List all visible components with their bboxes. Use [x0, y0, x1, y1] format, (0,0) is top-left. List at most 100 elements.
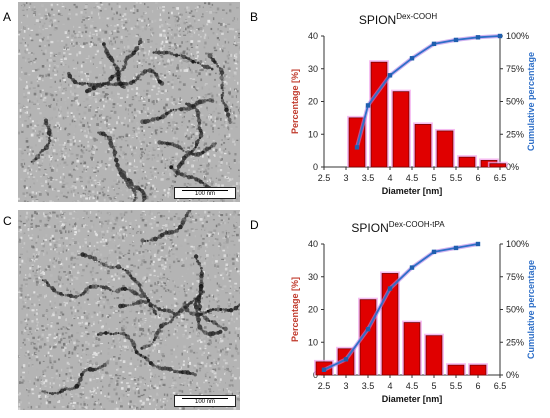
tem-grain	[54, 244, 57, 247]
tem-grain	[103, 193, 106, 195]
tem-grain	[123, 255, 125, 257]
tem-grain	[210, 177, 212, 179]
tem-grain	[167, 23, 169, 25]
tem-grain	[44, 250, 46, 252]
tem-grain	[238, 395, 240, 396]
tem-grain	[38, 13, 40, 15]
tem-grain	[50, 167, 51, 168]
tem-grain	[164, 189, 166, 192]
tem-grain	[233, 111, 234, 114]
tem-grain	[117, 93, 120, 95]
tem-grain	[201, 354, 203, 356]
tem-grain	[111, 292, 112, 295]
tem-grain	[45, 93, 48, 96]
tem-grain	[60, 192, 63, 195]
tem-grain	[142, 219, 145, 221]
tem-grain	[27, 298, 28, 301]
tem-grain	[28, 28, 30, 30]
tem-grain	[44, 169, 46, 170]
tem-grain	[204, 390, 206, 393]
tem-grain	[74, 37, 77, 39]
tem-grain	[133, 333, 136, 334]
tem-grain	[103, 67, 105, 70]
nanoparticle	[139, 38, 142, 41]
tem-grain	[117, 232, 120, 234]
tem-grain	[143, 130, 145, 132]
tem-grain	[157, 363, 160, 364]
tem-grain	[86, 177, 87, 179]
tem-grain	[145, 177, 146, 180]
tem-grain	[160, 201, 162, 202]
tem-grain	[42, 80, 43, 82]
tem-grain	[225, 121, 227, 123]
tem-grain	[171, 366, 173, 367]
tem-grain	[204, 97, 205, 98]
tem-grain	[180, 114, 182, 116]
tem-grain	[223, 47, 226, 49]
tem-grain	[165, 262, 166, 264]
tem-grain	[184, 183, 187, 186]
tem-grain	[44, 99, 46, 101]
tem-grain	[215, 339, 217, 342]
panel-letter-c: C	[3, 214, 12, 228]
tem-grain	[133, 8, 134, 11]
tem-grain	[217, 170, 219, 173]
tem-grain	[84, 73, 85, 74]
tem-grain	[154, 385, 156, 387]
tem-grain	[59, 285, 61, 288]
tem-grain	[21, 9, 22, 11]
tem-grain	[106, 25, 108, 26]
tem-grain	[141, 97, 143, 99]
tem-grain	[100, 175, 103, 177]
tem-grain	[222, 250, 225, 252]
tem-grain	[239, 51, 240, 54]
tem-grain	[51, 322, 53, 323]
tem-grain	[167, 400, 169, 402]
tem-grain	[102, 99, 104, 101]
tem-grain	[126, 265, 128, 267]
tem-grain	[114, 111, 117, 114]
tem-grain	[148, 99, 150, 102]
tem-grain	[78, 31, 80, 33]
tem-grain	[167, 37, 169, 40]
tem-grain	[100, 353, 102, 355]
tem-grain	[45, 15, 48, 17]
tem-grain	[132, 154, 133, 157]
tem-grain	[92, 396, 94, 398]
tem-grain	[151, 28, 154, 31]
tem-grain	[190, 36, 193, 38]
tem-grain	[101, 406, 102, 408]
tem-grain	[48, 105, 51, 107]
tem-grain	[191, 136, 192, 138]
tem-grain	[63, 341, 64, 343]
tem-grain	[172, 382, 175, 384]
tem-grain	[123, 152, 125, 154]
tem-grain	[81, 185, 83, 186]
tem-grain	[85, 382, 88, 384]
tem-grain	[158, 376, 160, 377]
tem-grain	[116, 138, 118, 140]
tem-grain	[90, 41, 92, 43]
tem-grain	[180, 245, 183, 247]
tem-grain	[138, 19, 141, 20]
tem-grain	[79, 264, 82, 266]
tem-grain	[90, 271, 92, 274]
tem-grain	[156, 191, 159, 192]
tem-grain	[106, 103, 107, 106]
tem-grain	[74, 33, 76, 34]
tem-grain	[106, 192, 108, 193]
tem-grain	[122, 371, 124, 373]
tem-grain	[128, 253, 130, 254]
tem-grain	[28, 74, 30, 75]
tem-grain	[34, 195, 37, 198]
tem-grain	[239, 226, 240, 228]
tem-grain	[238, 33, 240, 35]
tem-grain	[85, 341, 88, 344]
tem-grain	[128, 169, 130, 172]
tem-grain	[173, 380, 176, 381]
tem-grain	[146, 90, 149, 92]
tem-grain	[65, 237, 68, 239]
tem-grain	[161, 93, 164, 94]
tem-grain	[218, 23, 220, 25]
tem-grain	[181, 201, 183, 202]
